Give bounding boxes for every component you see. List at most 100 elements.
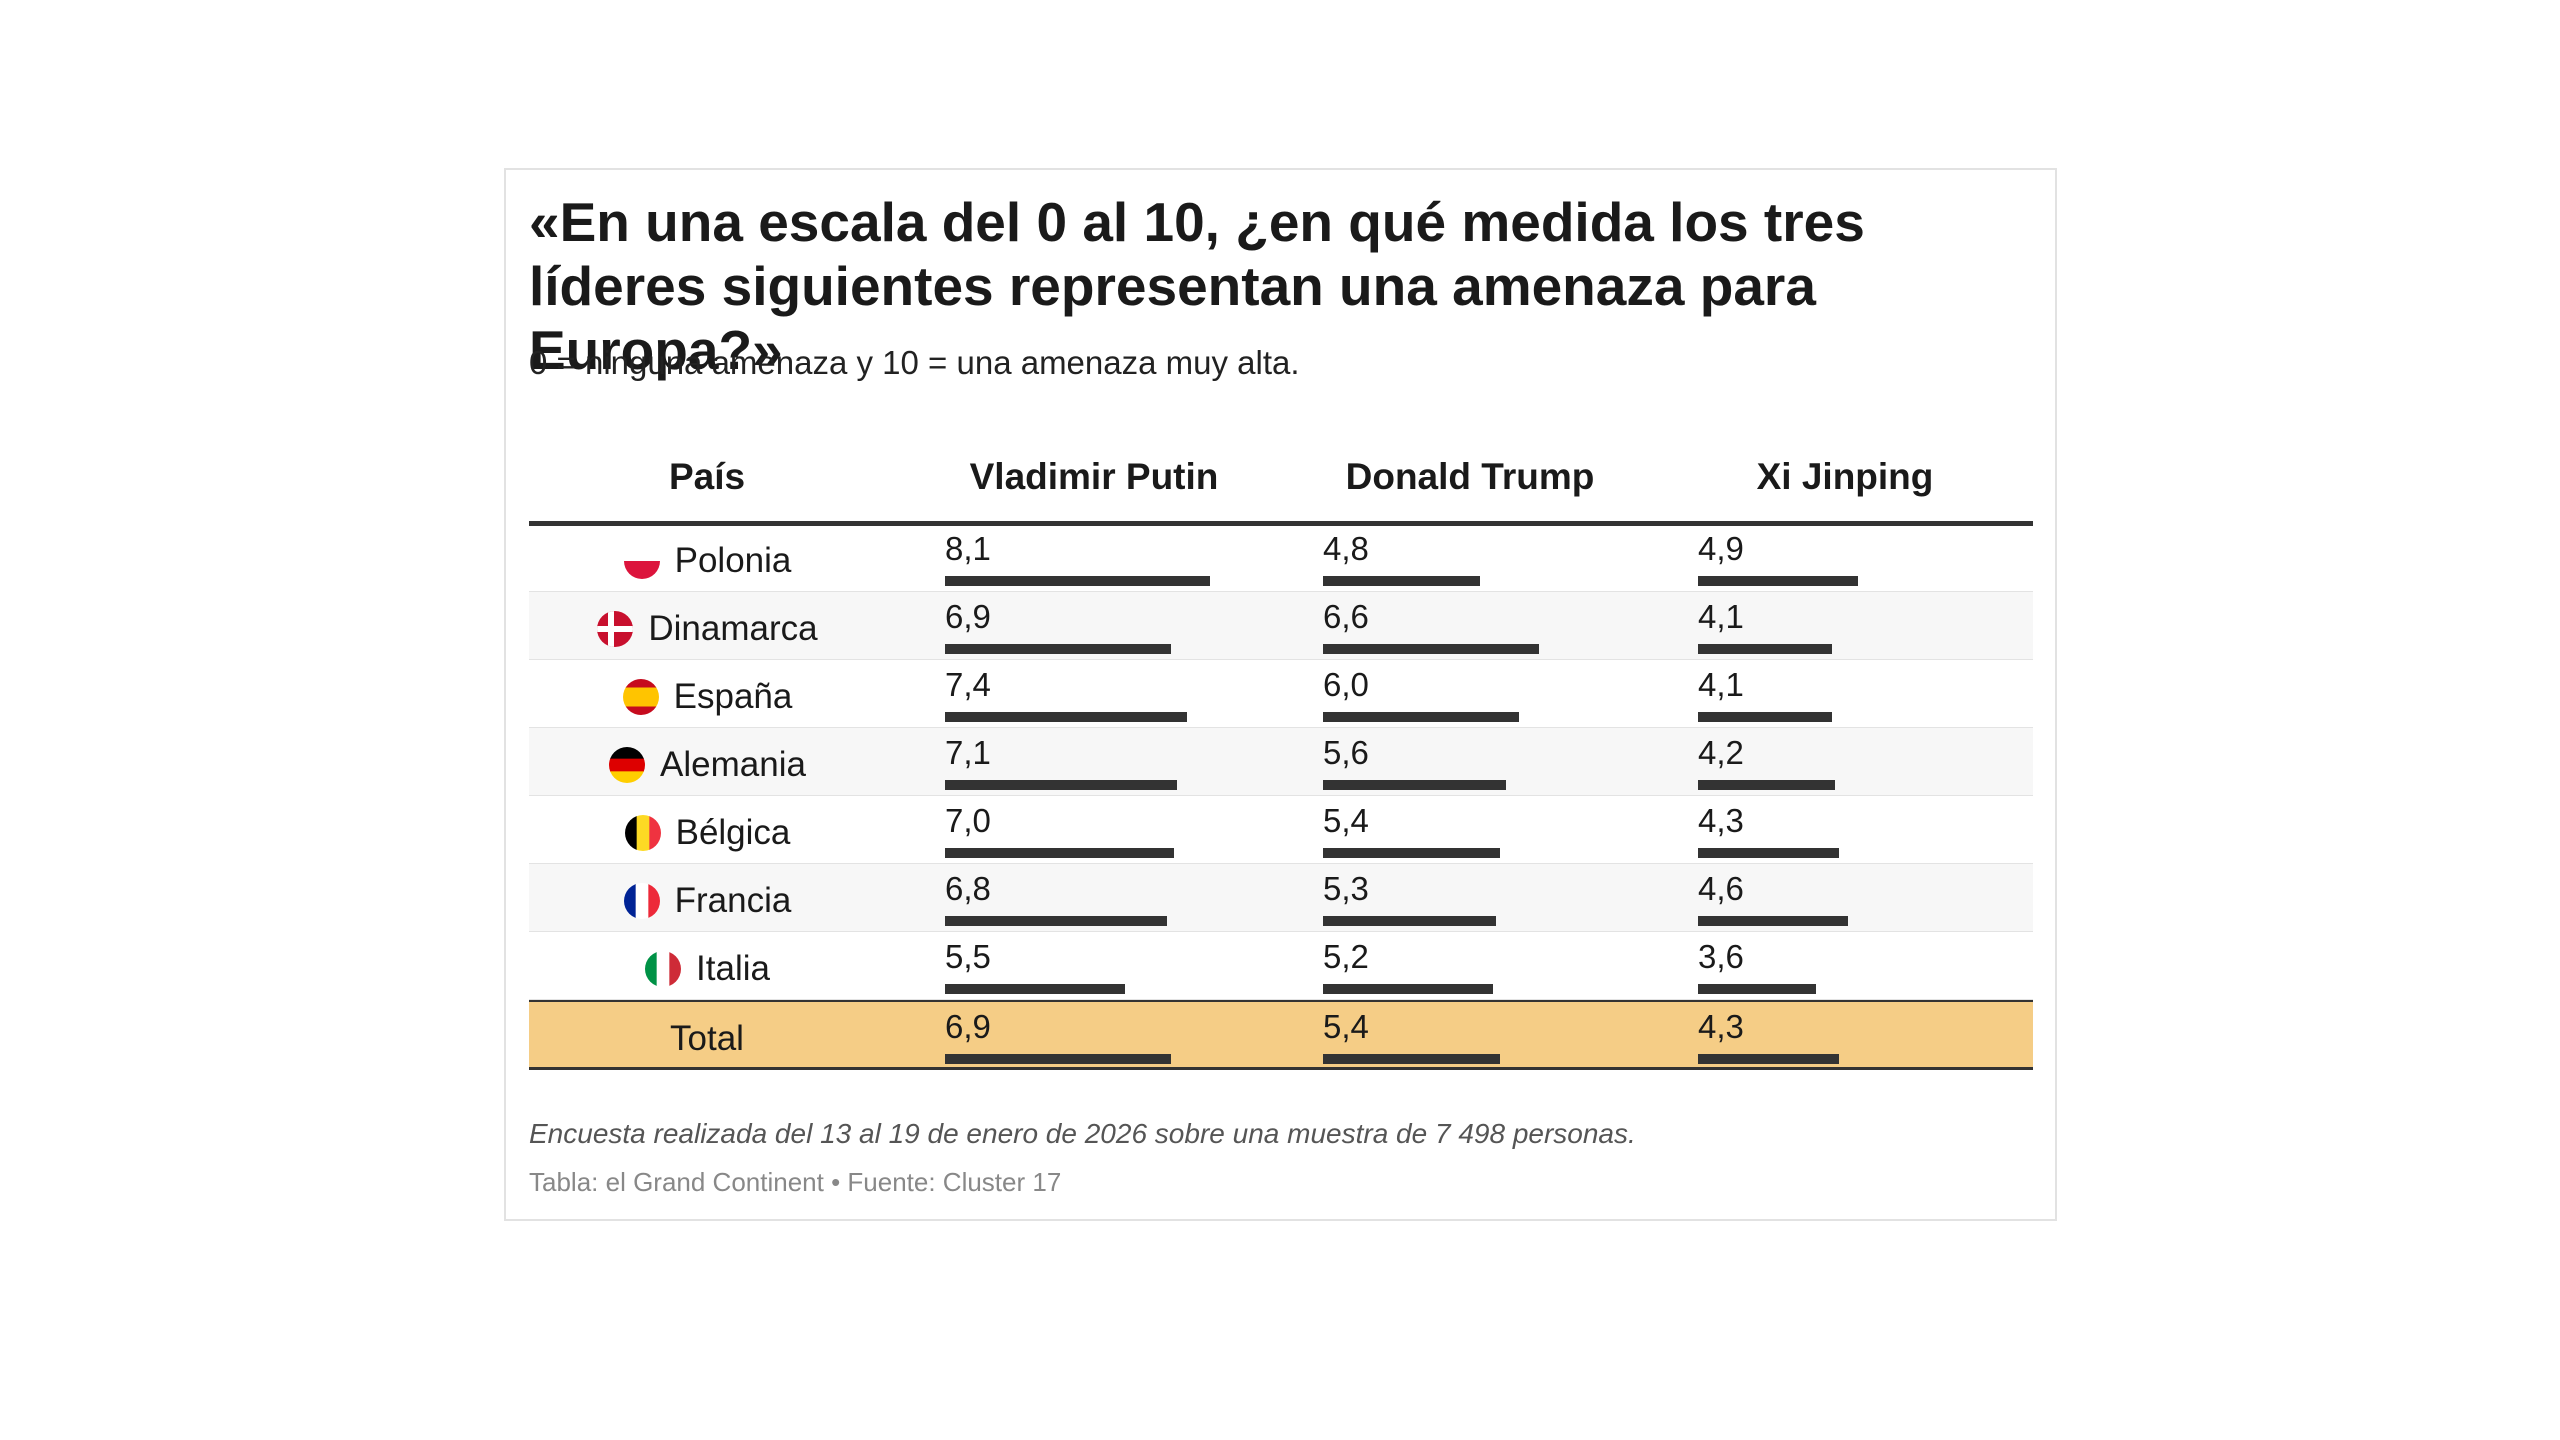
flag-icon — [623, 543, 660, 579]
bar — [1698, 712, 1833, 722]
source: Tabla: el Grand Continent • Fuente: Clus… — [529, 1167, 1062, 1197]
flag-part — [624, 815, 637, 851]
flag-part — [656, 951, 670, 987]
column-header: Xi Jinping — [1756, 456, 1934, 497]
flag-part — [609, 771, 646, 783]
bar — [1698, 576, 1859, 586]
flag-icon — [623, 883, 660, 919]
country-name: Bélgica — [675, 813, 791, 852]
value-label: 4,9 — [1698, 530, 1744, 567]
footnote: Encuesta realizada del 13 al 19 de enero… — [529, 1118, 1636, 1149]
header-rule — [529, 521, 2033, 526]
bar — [945, 1054, 1171, 1064]
table-row: Total 6,9 5,4 4,3 — [529, 1000, 2033, 1070]
country-name: Dinamarca — [648, 609, 818, 648]
flag-part — [635, 883, 649, 919]
subtitle: 0 = ninguna amenaza y 10 = una amenaza m… — [529, 344, 1300, 381]
bar — [1698, 1054, 1839, 1064]
country-name: Alemania — [660, 745, 806, 784]
flag-body — [623, 543, 660, 579]
flag-part — [647, 883, 660, 919]
column-header: País — [668, 456, 746, 497]
flag-part — [609, 747, 646, 760]
column-header: Donald Trump — [1345, 456, 1595, 497]
flag-part — [622, 706, 659, 715]
flag-icon — [609, 747, 646, 783]
flag-body — [609, 747, 646, 783]
value-label: 6,9 — [945, 1008, 991, 1045]
flag-part — [597, 626, 634, 632]
value-label: 4,1 — [1698, 666, 1744, 703]
country-name: Italia — [696, 949, 770, 988]
flag-icon — [622, 679, 659, 715]
country-name: Polonia — [674, 541, 792, 580]
value-label: 4,6 — [1698, 870, 1744, 907]
bar — [1323, 916, 1497, 926]
bar — [945, 712, 1187, 722]
bar — [1323, 984, 1494, 994]
card — [504, 168, 2057, 1221]
flag-body — [597, 611, 634, 647]
bar — [1323, 848, 1500, 858]
bar — [945, 848, 1174, 858]
bar — [1323, 644, 1539, 654]
value-label: 7,4 — [945, 666, 991, 703]
value-label: 5,6 — [1323, 734, 1369, 771]
bar — [1698, 916, 1849, 926]
flag-icon — [597, 611, 634, 647]
flag-part — [623, 561, 660, 579]
value-label: 4,3 — [1698, 802, 1744, 839]
flag-body — [645, 951, 682, 987]
value-label: 6,0 — [1323, 666, 1369, 703]
country-name: Total — [670, 1019, 744, 1058]
value-label: 8,1 — [945, 530, 991, 567]
bar — [1323, 1054, 1500, 1064]
value-label: 6,9 — [945, 598, 991, 635]
table-row: Alemania 7,1 5,6 4,2 — [529, 728, 2033, 796]
country-cell: Polonia — [529, 524, 885, 592]
bar — [1698, 780, 1836, 790]
table-row: Francia 6,8 5,3 4,6 — [529, 864, 2033, 932]
bar — [1698, 984, 1816, 994]
value-label: 6,6 — [1323, 598, 1369, 635]
bar — [945, 780, 1178, 790]
bar — [1323, 576, 1480, 586]
country-cell: Total — [529, 1002, 885, 1070]
value-label: 5,2 — [1323, 938, 1369, 975]
flag-part — [669, 951, 682, 987]
bar — [1323, 780, 1507, 790]
flag-part — [608, 611, 615, 647]
column-header: Vladimir Putin — [969, 456, 1219, 497]
value-label: 5,5 — [945, 938, 991, 975]
flag-part — [648, 815, 661, 851]
table-row: Bélgica 7,0 5,4 4,3 — [529, 796, 2033, 864]
flag-body — [622, 679, 659, 715]
flag-part — [645, 951, 658, 987]
value-label: 5,4 — [1323, 1008, 1369, 1045]
country-name: España — [673, 677, 793, 716]
table-row: Dinamarca 6,9 6,6 4,1 — [529, 592, 2033, 660]
table-row: España 7,4 6,0 4,1 — [529, 660, 2033, 728]
country-cell: Alemania — [529, 728, 885, 796]
value-label: 5,3 — [1323, 870, 1369, 907]
table-row: Italia 5,5 5,2 3,6 — [529, 932, 2033, 1000]
value-label: 3,6 — [1698, 938, 1744, 975]
country-cell: Francia — [529, 864, 885, 932]
flag-body — [624, 815, 661, 851]
value-label: 4,3 — [1698, 1008, 1744, 1045]
bar — [945, 576, 1210, 586]
flag-part — [609, 758, 646, 772]
flag-part — [623, 543, 660, 562]
value-label: 5,4 — [1323, 802, 1369, 839]
flag-body — [623, 883, 660, 919]
bar — [1698, 848, 1839, 858]
value-label: 4,2 — [1698, 734, 1744, 771]
title: «En una escala del 0 al 10, ¿en qué medi… — [529, 191, 1865, 381]
flag-part — [622, 679, 659, 688]
flag-icon — [624, 815, 661, 851]
bar — [1698, 644, 1833, 654]
flag-part — [636, 815, 650, 851]
value-label: 4,8 — [1323, 530, 1369, 567]
flag-part — [622, 687, 659, 707]
